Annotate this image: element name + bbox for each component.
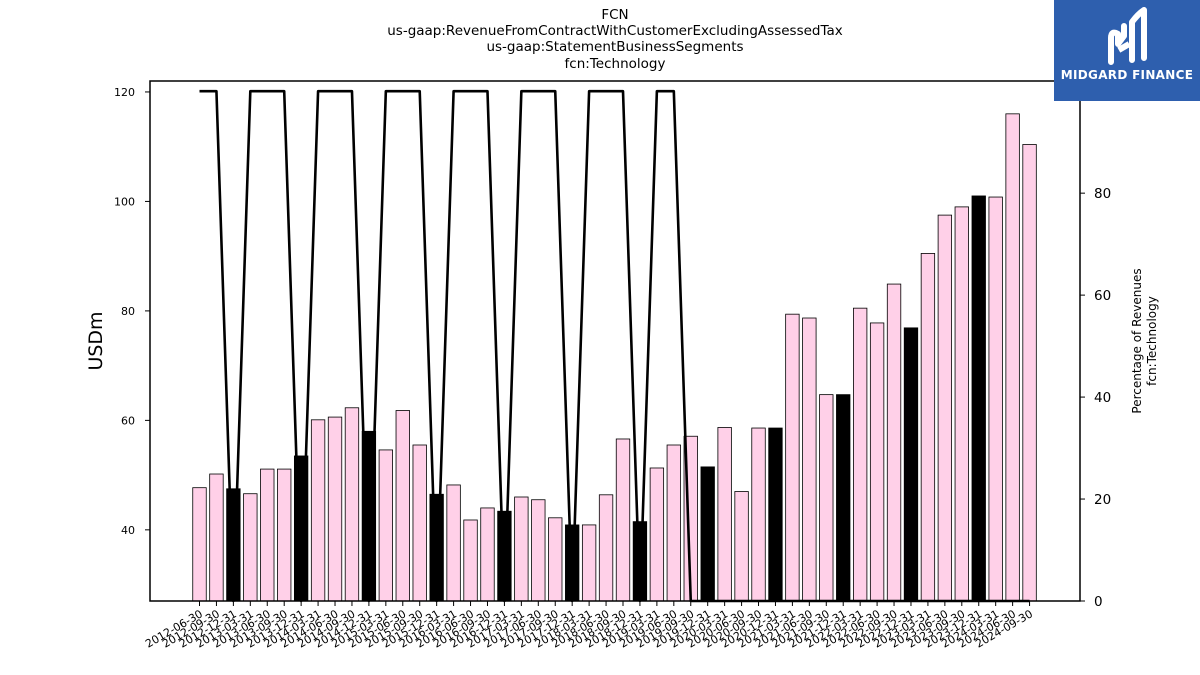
- bar-2020-09-30: [751, 427, 766, 602]
- bar-2014-09-30: [344, 407, 360, 602]
- y-tick-label: 80: [121, 305, 135, 318]
- bar-2020-12-31: [768, 427, 783, 602]
- y2-tick-label: 20: [1094, 492, 1111, 508]
- bar-2022-09-30: [886, 283, 902, 602]
- logo-text: MIDGARD FINANCE: [1060, 68, 1194, 82]
- bar-2015-06-30: [395, 410, 410, 602]
- bar-2017-03-31: [514, 496, 529, 602]
- plot-frame: [149, 80, 1081, 602]
- bar-2012-06-30: [192, 487, 207, 602]
- bar-series: [192, 113, 1037, 602]
- bar-2021-03-31: [785, 313, 800, 602]
- y2-tick-label: 0: [1094, 594, 1103, 610]
- bar-2012-09-30: [209, 473, 224, 602]
- y-tick-label: 120: [114, 86, 135, 99]
- bar-2018-06-30: [598, 494, 614, 602]
- bar-2016-06-30: [463, 519, 478, 602]
- bar-2017-06-30: [531, 499, 546, 602]
- y2-axis-label-line-1: Percentage of Revenues: [1130, 268, 1144, 413]
- y2-tick-label: 60: [1094, 288, 1111, 304]
- bar-2023-12-31: [971, 195, 986, 602]
- bar-2021-09-30: [819, 394, 834, 602]
- chart-title-line-3: us-gaap:StatementBusinessSegments: [486, 39, 744, 55]
- bar-2019-12-31: [700, 466, 715, 602]
- bar-2013-03-31: [243, 493, 258, 602]
- bar-2021-12-31: [836, 394, 851, 602]
- bar-2022-12-31: [903, 327, 919, 602]
- y-axis-right: 020406080100: [1080, 84, 1120, 610]
- chart-title-line-1: FCN: [601, 7, 629, 23]
- bar-2018-09-30: [615, 438, 631, 602]
- bar-2015-03-31: [378, 449, 393, 602]
- bar-2020-03-31: [717, 427, 732, 602]
- bar-2019-03-31: [649, 467, 665, 602]
- bar-2017-09-30: [548, 517, 563, 602]
- bar-2021-06-30: [802, 317, 817, 602]
- bar-2018-03-31: [581, 524, 597, 602]
- x-axis: 2012-06-302012-09-302012-12-312013-03-31…: [143, 601, 1035, 651]
- bar-2022-03-31: [853, 307, 868, 602]
- y-tick-label: 60: [121, 414, 135, 427]
- bar-2020-06-30: [734, 491, 749, 602]
- bar-2019-06-30: [666, 444, 681, 602]
- bar-2024-06-30: [1005, 113, 1020, 602]
- y-tick-label: 40: [121, 524, 135, 537]
- chart-title-line-4: fcn:Technology: [564, 56, 666, 72]
- bar-2015-09-30: [412, 444, 427, 602]
- bar-2013-09-30: [277, 468, 292, 602]
- bar-2016-09-30: [480, 507, 495, 602]
- midgard-finance-logo: MIDGARD FINANCE: [1054, 0, 1200, 101]
- chart-title-line-2: us-gaap:RevenueFromContractWithCustomerE…: [387, 23, 843, 39]
- bar-2016-03-31: [446, 484, 461, 602]
- bar-2024-09-30: [1022, 144, 1037, 602]
- y2-tick-label: 80: [1094, 186, 1111, 202]
- bar-2023-06-30: [937, 214, 953, 602]
- bar-2023-09-30: [954, 206, 969, 602]
- y-axis-label: USDm: [85, 311, 107, 370]
- logo-mark-icon: [1108, 7, 1147, 65]
- bar-2023-03-31: [920, 253, 936, 602]
- y-tick-label: 100: [114, 195, 135, 208]
- y2-tick-label: 40: [1094, 390, 1111, 406]
- y-axis-left: 40 60 80 100 120: [114, 86, 150, 537]
- bar-2014-06-30: [327, 416, 343, 602]
- bar-2022-06-30: [869, 322, 885, 602]
- bar-2024-03-31: [988, 196, 1003, 602]
- bar-2013-06-30: [260, 468, 275, 602]
- bar-2014-03-31: [310, 419, 326, 602]
- y2-axis-label-line-2: fcn:Technology: [1145, 296, 1159, 386]
